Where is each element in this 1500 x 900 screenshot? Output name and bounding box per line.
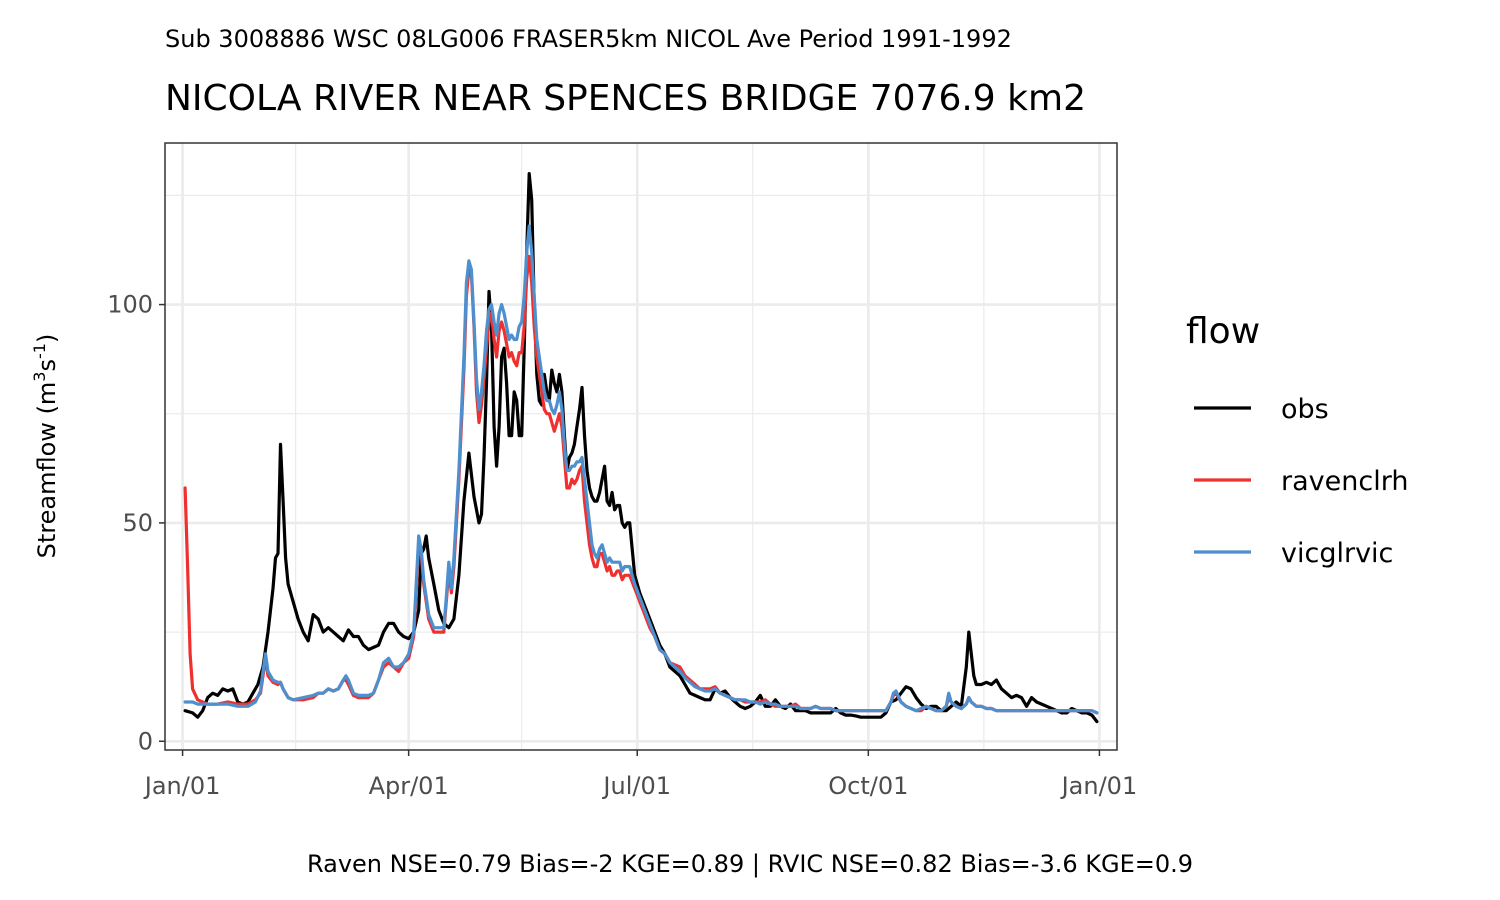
x-axis: Jan/01 Apr/01 Jul/01 Oct/01 Jan/01 [143, 750, 1137, 800]
legend-label-obs: obs [1281, 394, 1329, 425]
x-tick-label: Oct/01 [828, 772, 908, 800]
y-tick-label: 50 [122, 509, 153, 537]
y-axis-title: Streamflow (m3s-1) [30, 334, 61, 559]
chart-title: NICOLA RIVER NEAR SPENCES BRIDGE 7076.9 … [165, 78, 1086, 119]
minor-gridlines [165, 143, 1117, 750]
chart-caption: Raven NSE=0.79 Bias=-2 KGE=0.89 | RVIC N… [307, 850, 1193, 878]
x-tick-label: Apr/01 [369, 772, 449, 800]
y-axis-title-sup1: 3 [30, 372, 49, 382]
y-axis-title-main: Streamflow (m [33, 382, 61, 559]
x-tick-label: Jul/01 [601, 772, 671, 800]
plot-panel-background [165, 143, 1117, 750]
y-axis: 0 50 100 [107, 291, 165, 755]
x-tick-label: Jan/01 [143, 772, 221, 800]
y-axis-title-end: ) [33, 334, 61, 343]
series-line-vicglrvic [183, 224, 1099, 715]
legend-label-vicglrvic: vicglrvic [1281, 538, 1393, 569]
x-tick-label: Jan/01 [1060, 772, 1138, 800]
legend-label-ravenclrh: ravenclrh [1281, 466, 1408, 497]
legend-title: flow [1186, 311, 1260, 352]
series-layer [183, 172, 1099, 724]
legend: obs ravenclrh vicglrvic [1194, 394, 1408, 569]
plot-panel-border [164, 142, 1118, 751]
y-axis-title-mid: s [33, 359, 61, 372]
major-gridlines [165, 143, 1117, 750]
chart-subtitle: Sub 3008886 WSC 08LG006 FRASER5km NICOL … [165, 25, 1012, 53]
y-tick-label: 0 [138, 727, 153, 755]
y-tick-label: 100 [107, 291, 153, 319]
y-axis-title-sup2: -1 [30, 343, 49, 359]
